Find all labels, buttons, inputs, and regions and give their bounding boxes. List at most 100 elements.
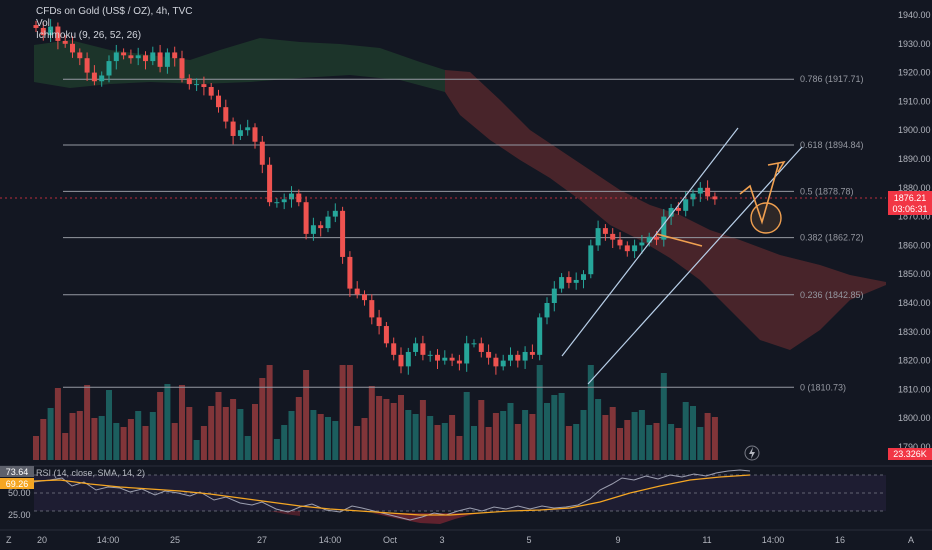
volume-bar [492, 413, 499, 460]
rsi-oversold-fill [372, 513, 485, 524]
volume-bar [62, 433, 69, 460]
volume-bar [164, 384, 171, 460]
candle-body [566, 277, 572, 283]
candle-body [478, 343, 484, 352]
volume-bar [624, 420, 631, 460]
volume-bar [595, 399, 602, 460]
candle-body [362, 294, 367, 301]
projection-path[interactable] [739, 163, 779, 225]
candle-body [413, 343, 419, 352]
volume-bar [84, 385, 91, 460]
candle-body [617, 239, 623, 246]
channel-upper-line[interactable] [561, 127, 739, 357]
price-tick: 1900.00 [898, 125, 931, 135]
volume-bar [193, 440, 200, 460]
projection-drawing[interactable] [656, 160, 786, 247]
candle-body [369, 300, 375, 318]
price-axis[interactable]: 1940.00 1930.00 1920.00 1910.00 1900.00 1890.… [898, 10, 931, 452]
candle-body [40, 27, 46, 36]
candle-body [391, 343, 397, 355]
volume-bar [711, 417, 718, 460]
fib-level-label: 0.786 (1917.71) [800, 74, 864, 84]
volume-bar [127, 419, 134, 460]
candle-body [464, 343, 470, 364]
candle-body [128, 55, 134, 59]
channel-lower-line[interactable] [587, 146, 803, 385]
candle-body [573, 279, 579, 283]
time-label: 14:00 [762, 535, 785, 545]
volume-bar [281, 425, 288, 460]
ichimoku-cloud [34, 38, 886, 350]
volume-bar [536, 365, 543, 460]
price-tick: 1920.00 [898, 68, 931, 78]
candle-body [646, 236, 652, 243]
volume-bar [412, 414, 419, 460]
candle-body [515, 354, 521, 361]
projection-segment-1[interactable] [656, 233, 703, 247]
auto-scale-icon[interactable]: A [908, 535, 914, 545]
candle-body [281, 199, 287, 203]
volume-bar [339, 365, 346, 460]
last-price-value: 1876.21 [894, 193, 927, 203]
rsi-value-tag [0, 466, 34, 477]
volume-tag-value: 23.326K [893, 449, 927, 459]
left-icon-z[interactable]: Z [6, 535, 12, 545]
volume-bar [522, 410, 529, 460]
volume-bar [390, 403, 397, 460]
price-tick: 1800.00 [898, 413, 931, 423]
time-axis[interactable]: 20 14:00 25 27 14:00 Oct 3 5 9 11 14:00 16 [37, 535, 845, 545]
volume-bar [186, 407, 193, 460]
candle-body [99, 75, 105, 82]
volume-bar [609, 407, 616, 460]
candle-body [610, 233, 616, 240]
volume-bar [551, 395, 558, 460]
price-tick: 1850.00 [898, 269, 931, 279]
ascending-channel[interactable] [561, 127, 803, 385]
candlestick-series [33, 19, 718, 375]
volume-bar [208, 406, 215, 460]
volume-bar [383, 399, 390, 460]
price-tick: 1790.00 [898, 442, 931, 452]
volume-bar [544, 403, 550, 460]
time-label: 16 [835, 535, 845, 545]
volume-bar [266, 365, 273, 460]
volume-bar [478, 400, 485, 460]
time-label: 3 [439, 535, 444, 545]
candle-body [121, 52, 127, 56]
volume-bar [33, 436, 39, 460]
volume-indicator-label: Vol [36, 18, 50, 29]
volume-bar [288, 411, 295, 460]
volume-bar [40, 419, 47, 460]
candle-body [654, 236, 659, 240]
volume-bar [376, 396, 383, 460]
candle-body [274, 202, 280, 204]
volume-bar [704, 413, 711, 460]
price-tick: 1930.00 [898, 39, 931, 49]
lightning-icon[interactable] [744, 445, 760, 461]
volume-bar [149, 412, 156, 460]
volume-bar [179, 385, 185, 460]
candle-body [186, 78, 192, 85]
volume-bar [200, 426, 207, 460]
candle-body [595, 228, 601, 246]
volume-bar [638, 410, 645, 460]
volume-bar [697, 427, 704, 460]
time-label: 5 [526, 535, 531, 545]
candle-body [70, 43, 75, 53]
candle-body [223, 107, 229, 122]
fibonacci-retracement[interactable]: 0.786 (1917.71) 0.618 (1894.84) 0.5 (1878.… [63, 74, 864, 392]
candle-body [259, 141, 265, 165]
candle-body [303, 202, 309, 234]
volume-bar [303, 370, 310, 460]
rsi-sma-value: 69.26 [6, 479, 29, 489]
highlight-circle[interactable] [750, 202, 782, 234]
rsi-line [33, 469, 751, 521]
projection-arrowhead [767, 160, 786, 173]
candle-body [529, 351, 535, 355]
volume-bar [485, 427, 492, 460]
volume-bar [602, 415, 609, 460]
fib-level-label: 0 (1810.73) [800, 382, 846, 392]
volume-bar [113, 423, 120, 460]
candle-body [33, 25, 39, 28]
